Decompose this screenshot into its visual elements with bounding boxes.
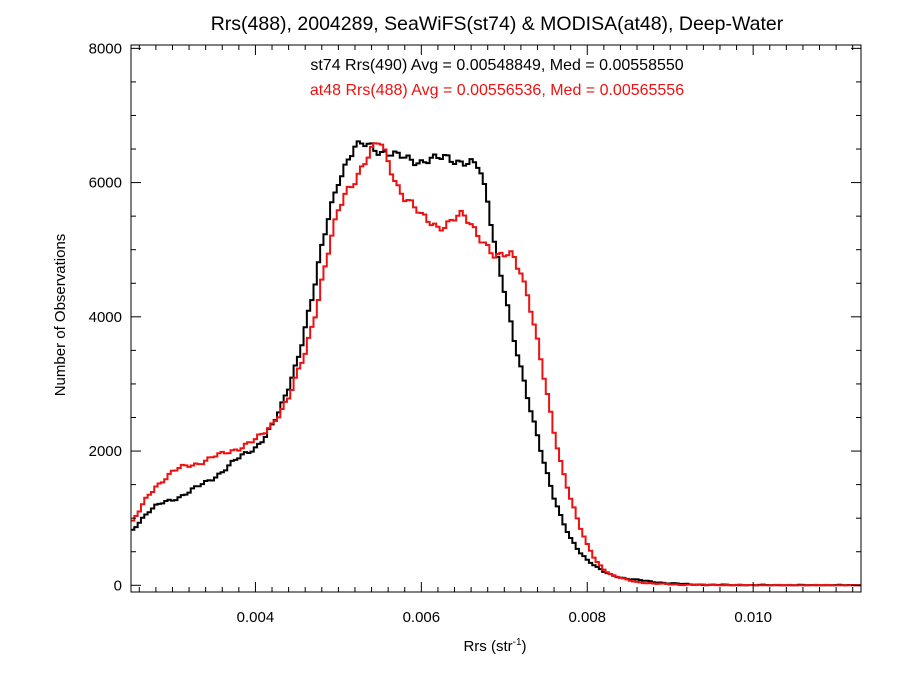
- ticks-layer: 0.004 0.006 0.008 0.010 0 2000 4000 6000 8000: [89, 40, 861, 626]
- y-tick-label: 4000: [89, 309, 122, 326]
- series-line-1: [131, 142, 861, 587]
- x-tick-label: 0.008: [568, 609, 606, 626]
- chart-title: Rrs(488), 2004289, SeaWiFS(st74) & MODIS…: [211, 13, 784, 35]
- stats-annotation-st74: st74 Rrs(490) Avg = 0.00548849, Med = 0.…: [310, 57, 683, 74]
- x-tick-label: 0.004: [237, 609, 275, 626]
- x-axis-label-close: ): [522, 638, 527, 655]
- y-tick-label: 6000: [89, 175, 122, 192]
- y-tick-label: 0: [114, 577, 122, 594]
- plot-frame: [130, 44, 862, 593]
- x-axis-label-superscript: -1: [513, 637, 522, 648]
- x-tick-label: 0.006: [403, 609, 441, 626]
- y-tick-label: 2000: [89, 443, 122, 460]
- series-layer: [131, 140, 861, 587]
- stats-annotation-at48: at48 Rrs(488) Avg = 0.00556536, Med = 0.…: [310, 82, 684, 99]
- series-line-0: [131, 140, 861, 587]
- y-axis-label: Number of Observations: [52, 234, 69, 397]
- x-axis-label-main: Rrs (str: [463, 638, 512, 655]
- x-axis-label: Rrs (str-1): [463, 637, 526, 655]
- x-tick-label: 0.010: [734, 609, 772, 626]
- y-tick-label: 8000: [89, 40, 122, 57]
